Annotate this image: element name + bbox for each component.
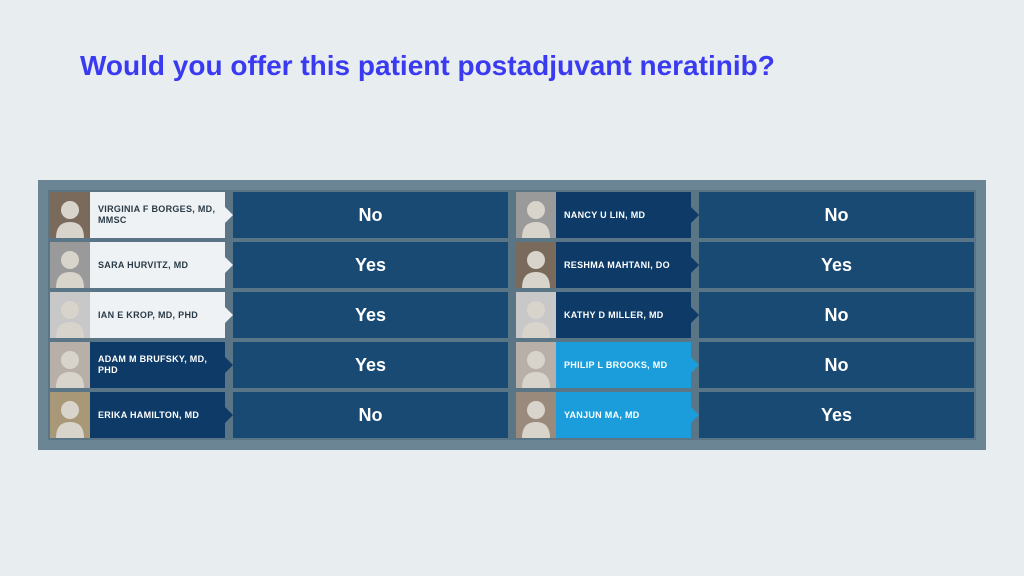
avatar — [50, 242, 90, 288]
name-tag: IAN E KROP, MD, PHD — [90, 292, 225, 338]
avatar — [516, 192, 556, 238]
name-tag: KATHY D MILLER, MD — [556, 292, 691, 338]
answer-cell: Yes — [233, 342, 508, 388]
avatar — [516, 392, 556, 438]
avatar — [50, 292, 90, 338]
response-row: ERIKA HAMILTON, MDNo — [50, 392, 508, 438]
answer-cell: Yes — [233, 242, 508, 288]
avatar — [50, 192, 90, 238]
name-tag: NANCY U LIN, MD — [556, 192, 691, 238]
name-tag: ADAM M BRUFSKY, MD, PHD — [90, 342, 225, 388]
response-row: ADAM M BRUFSKY, MD, PHDYes — [50, 342, 508, 388]
response-row: NANCY U LIN, MDNo — [516, 192, 974, 238]
avatar — [50, 342, 90, 388]
response-row: SARA HURVITZ, MDYes — [50, 242, 508, 288]
response-row: YANJUN MA, MDYes — [516, 392, 974, 438]
page-title: Would you offer this patient postadjuvan… — [0, 0, 1024, 82]
responses-grid: VIRGINIA F BORGES, MD, MMSCNo NANCY U LI… — [48, 190, 976, 440]
answer-cell: No — [699, 292, 974, 338]
avatar — [50, 392, 90, 438]
answer-cell: No — [699, 192, 974, 238]
avatar — [516, 242, 556, 288]
response-row: IAN E KROP, MD, PHDYes — [50, 292, 508, 338]
responses-panel: VIRGINIA F BORGES, MD, MMSCNo NANCY U LI… — [38, 180, 986, 450]
response-row: VIRGINIA F BORGES, MD, MMSCNo — [50, 192, 508, 238]
answer-cell: Yes — [699, 242, 974, 288]
answer-cell: No — [233, 192, 508, 238]
answer-cell: No — [233, 392, 508, 438]
name-tag: RESHMA MAHTANI, DO — [556, 242, 691, 288]
response-row: PHILIP L BROOKS, MDNo — [516, 342, 974, 388]
name-tag: SARA HURVITZ, MD — [90, 242, 225, 288]
avatar — [516, 342, 556, 388]
answer-cell: No — [699, 342, 974, 388]
name-tag: YANJUN MA, MD — [556, 392, 691, 438]
name-tag: VIRGINIA F BORGES, MD, MMSC — [90, 192, 225, 238]
name-tag: ERIKA HAMILTON, MD — [90, 392, 225, 438]
answer-cell: Yes — [233, 292, 508, 338]
response-row: KATHY D MILLER, MDNo — [516, 292, 974, 338]
avatar — [516, 292, 556, 338]
name-tag: PHILIP L BROOKS, MD — [556, 342, 691, 388]
answer-cell: Yes — [699, 392, 974, 438]
response-row: RESHMA MAHTANI, DOYes — [516, 242, 974, 288]
